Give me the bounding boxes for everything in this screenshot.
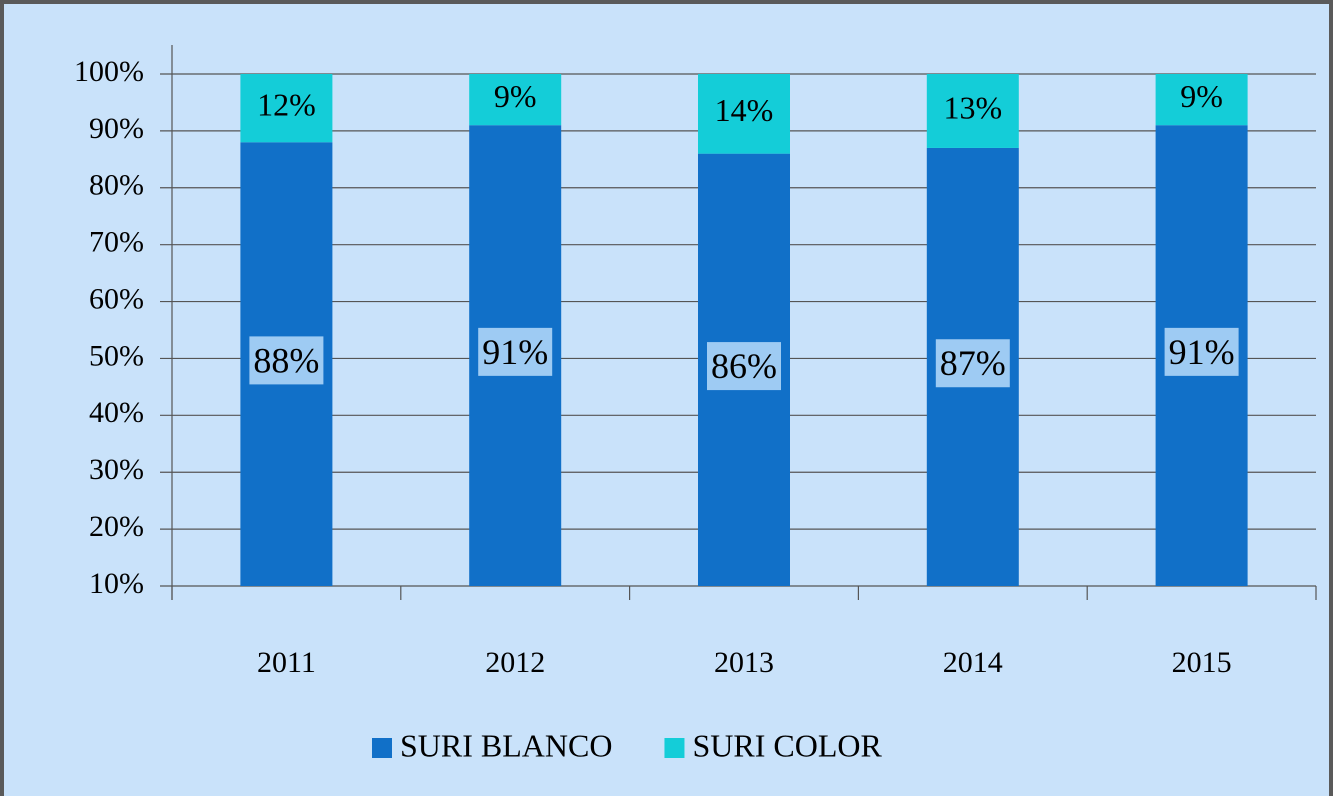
data-label: 14% <box>715 92 774 128</box>
y-tick-label: 40% <box>89 396 144 429</box>
data-label: 9% <box>494 78 537 114</box>
data-label: 13% <box>943 89 1002 125</box>
data-label: 91% <box>482 332 548 372</box>
x-tick-label: 2013 <box>714 646 774 679</box>
y-tick-label: 70% <box>89 226 144 259</box>
data-label: 86% <box>711 346 777 386</box>
data-label: 87% <box>940 343 1006 383</box>
y-tick-label: 30% <box>89 453 144 486</box>
x-tick-label: 2012 <box>485 646 545 679</box>
bar-segment <box>469 74 562 126</box>
bar-segment <box>926 74 1019 148</box>
bar-segment <box>1155 74 1248 126</box>
data-label-box <box>249 336 324 385</box>
y-tick-label: 60% <box>89 282 144 315</box>
x-tick-label: 2011 <box>257 646 316 679</box>
y-tick-label: 10% <box>89 567 144 600</box>
y-tick-label: 100% <box>74 55 144 88</box>
data-label: 12% <box>257 86 316 122</box>
bar-segment <box>698 74 790 154</box>
data-label-box <box>478 327 553 376</box>
y-tick-label: 50% <box>89 339 144 372</box>
data-label: 91% <box>1169 332 1235 372</box>
data-label-box <box>935 339 1010 388</box>
y-tick-label: 90% <box>89 112 144 145</box>
legend-swatch <box>372 738 392 758</box>
bar-segment <box>240 74 333 143</box>
data-label-box <box>1164 327 1239 376</box>
legend-label: SURI BLANCO <box>400 727 612 763</box>
x-tick-label: 2015 <box>1172 646 1232 679</box>
data-label: 88% <box>253 340 319 380</box>
data-label-box <box>707 342 781 391</box>
x-tick-label: 2014 <box>943 646 1003 679</box>
data-label: 9% <box>1180 78 1223 114</box>
y-tick-label: 20% <box>89 510 144 543</box>
legend-label: SURI COLOR <box>692 727 882 763</box>
legend-swatch <box>664 738 685 758</box>
y-tick-label: 80% <box>89 169 144 202</box>
